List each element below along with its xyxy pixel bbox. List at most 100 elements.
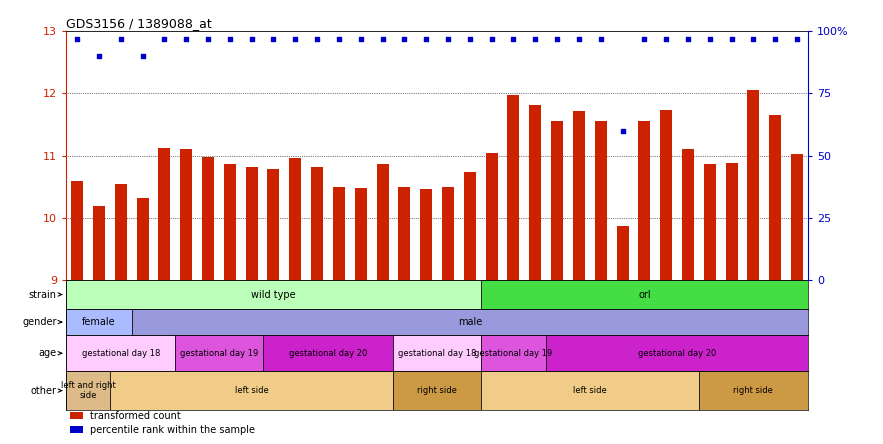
Text: other: other xyxy=(31,386,57,396)
Point xyxy=(550,35,564,42)
Bar xyxy=(791,155,803,280)
Bar xyxy=(66,371,109,410)
Bar xyxy=(66,280,480,309)
Text: gestational day 20: gestational day 20 xyxy=(638,349,716,358)
Text: percentile rank within the sample: percentile rank within the sample xyxy=(90,424,255,435)
Point xyxy=(354,35,368,42)
Bar xyxy=(66,309,132,336)
Point xyxy=(179,35,193,42)
Bar xyxy=(595,121,607,280)
Point xyxy=(746,35,760,42)
Bar xyxy=(508,95,519,280)
Point xyxy=(703,35,717,42)
Bar xyxy=(769,115,781,280)
Bar xyxy=(394,336,480,371)
Point xyxy=(267,35,281,42)
Bar xyxy=(698,371,808,410)
Text: gestational day 19: gestational day 19 xyxy=(474,349,553,358)
Point xyxy=(463,35,477,42)
Point xyxy=(201,35,215,42)
Bar xyxy=(616,226,629,280)
Bar xyxy=(573,111,585,280)
Point xyxy=(419,35,434,42)
Point xyxy=(310,35,324,42)
Bar xyxy=(224,164,236,280)
Bar xyxy=(115,184,127,280)
Bar xyxy=(638,121,651,280)
Bar xyxy=(480,336,547,371)
Bar xyxy=(551,121,563,280)
Text: gestational day 19: gestational day 19 xyxy=(180,349,258,358)
Bar xyxy=(180,150,192,280)
Bar xyxy=(682,150,694,280)
Bar xyxy=(72,181,83,280)
Bar xyxy=(262,336,394,371)
Bar xyxy=(376,164,389,280)
Point xyxy=(441,35,455,42)
Text: GDS3156 / 1389088_at: GDS3156 / 1389088_at xyxy=(66,17,212,30)
Bar xyxy=(66,336,176,371)
Point xyxy=(135,52,149,59)
Bar xyxy=(137,198,148,280)
Text: gender: gender xyxy=(22,317,57,327)
Point xyxy=(725,35,739,42)
Bar xyxy=(290,158,301,280)
Bar xyxy=(355,188,366,280)
Text: strain: strain xyxy=(28,289,57,300)
Bar xyxy=(311,167,323,280)
Bar xyxy=(529,105,541,280)
Text: orl: orl xyxy=(638,289,651,300)
Point xyxy=(528,35,542,42)
Point xyxy=(485,35,499,42)
Text: gestational day 20: gestational day 20 xyxy=(289,349,367,358)
Text: male: male xyxy=(457,317,482,327)
Text: gestational day 18: gestational day 18 xyxy=(81,349,160,358)
Bar xyxy=(70,426,83,433)
Bar xyxy=(486,153,498,280)
Bar xyxy=(93,206,105,280)
Text: right side: right side xyxy=(734,386,774,395)
Bar xyxy=(480,371,698,410)
Bar xyxy=(202,157,214,280)
Point xyxy=(332,35,346,42)
Point xyxy=(659,35,673,42)
Bar xyxy=(726,163,737,280)
Point xyxy=(157,35,171,42)
Text: left side: left side xyxy=(573,386,607,395)
Bar xyxy=(704,164,716,280)
Bar xyxy=(333,187,345,280)
Text: age: age xyxy=(39,348,57,358)
Bar xyxy=(547,336,808,371)
Point xyxy=(593,35,608,42)
Text: left and right
side: left and right side xyxy=(61,381,116,400)
Bar xyxy=(398,187,411,280)
Bar xyxy=(245,167,258,280)
Point xyxy=(615,127,630,134)
Text: female: female xyxy=(82,317,116,327)
Bar xyxy=(394,371,480,410)
Point xyxy=(375,35,389,42)
Bar xyxy=(660,110,672,280)
Point xyxy=(638,35,652,42)
Bar xyxy=(420,189,432,280)
Point xyxy=(681,35,695,42)
Text: left side: left side xyxy=(235,386,268,395)
Point xyxy=(506,35,520,42)
Bar xyxy=(480,280,808,309)
Text: right side: right side xyxy=(417,386,457,395)
Point xyxy=(768,35,782,42)
Point xyxy=(288,35,302,42)
Bar xyxy=(442,187,454,280)
Bar xyxy=(464,172,476,280)
Point xyxy=(397,35,411,42)
Point xyxy=(223,35,237,42)
Text: wild type: wild type xyxy=(251,289,296,300)
Bar xyxy=(109,371,394,410)
Bar xyxy=(268,169,280,280)
Point xyxy=(92,52,106,59)
Point xyxy=(114,35,128,42)
Bar xyxy=(747,90,759,280)
Point xyxy=(790,35,804,42)
Bar xyxy=(158,148,170,280)
Bar xyxy=(70,412,83,420)
